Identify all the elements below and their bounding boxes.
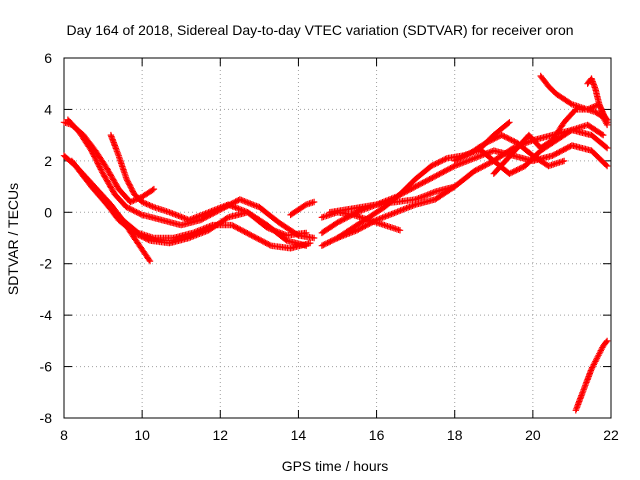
plot-frame [63,57,612,419]
series-track-18 [572,337,611,414]
point-markers [326,183,458,216]
x-axis-label: GPS time / hours [282,458,389,474]
x-tick-label: 18 [447,427,463,443]
point-markers [584,75,611,123]
y-tick-label: -8 [40,410,53,426]
y-tick-label: -6 [40,359,53,375]
y-tick-label: -2 [40,256,53,272]
x-tick-label: 16 [369,427,385,443]
series-track-11 [326,183,458,216]
point-markers [107,131,310,239]
point-markers [72,162,314,252]
x-tick-label: 8 [60,427,68,443]
y-tick-label: -4 [40,307,53,323]
x-tick-label: 20 [525,427,541,443]
chart-title: Day 164 of 2018, Sidereal Day-to-day VTE… [66,22,573,38]
data-points [60,72,611,414]
x-tick-label: 10 [134,427,150,443]
y-tick-label: 6 [44,50,52,66]
y-axis-label: SDTVAR / TECUs [5,183,21,295]
point-markers [572,337,611,414]
plot-border [63,57,612,419]
axis-ticks: 8 10 12 14 16 18 20 22 -8 -6 -4 -2 0 2 4 6 [40,50,619,443]
y-tick-label: 2 [44,153,52,169]
y-tick-label: 0 [44,204,52,220]
series-track-17 [584,75,611,123]
x-tick-label: 14 [291,427,307,443]
series-track-5 [72,162,314,252]
series-track-7 [287,198,318,219]
point-markers [287,198,318,219]
x-tick-label: 12 [212,427,228,443]
x-tick-label: 22 [603,427,619,443]
series-track-6 [107,131,310,239]
y-tick-label: 4 [44,101,52,117]
